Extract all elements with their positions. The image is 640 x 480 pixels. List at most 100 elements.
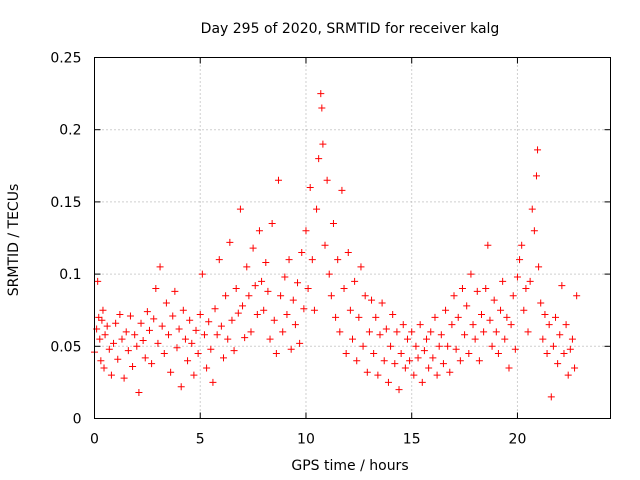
data-point [547,393,555,401]
data-point [370,350,378,358]
data-point [349,335,356,343]
data-point [296,339,304,347]
data-point [96,335,104,343]
data-point [103,322,111,330]
data-point [226,238,234,246]
data-point [541,311,549,319]
data-point [486,316,494,324]
data-point [118,335,126,343]
data-point [490,296,498,304]
chart-title: Day 295 of 2020, SRMTID for receiver kal… [201,21,500,37]
data-point [215,256,223,264]
data-point [532,172,540,180]
data-point [484,241,492,249]
data-point [363,368,371,376]
data-point [274,176,282,184]
data-point [564,371,572,379]
axis-ticks: 0 0.05 0.1 0.15 0.2 0.25 0 5 10 15 20 [50,51,611,448]
data-point [429,354,437,362]
data-point [450,292,458,300]
data-point [365,328,373,336]
data-point [317,90,325,98]
x-tick-label: 10 [297,432,315,448]
data-point [442,306,450,314]
data-point [562,321,570,329]
data-point [188,339,196,347]
data-point [94,277,102,285]
data-point [262,259,270,267]
data-point [179,306,187,314]
data-point [239,302,247,310]
data-point [507,321,515,329]
data-point [169,312,177,320]
data-point [133,342,141,350]
data-point [213,331,221,339]
data-point [334,256,342,264]
data-point [454,313,462,321]
data-point [196,311,204,319]
data-point [281,273,289,281]
data-point [173,344,181,352]
data-point [520,306,528,314]
data-point [167,368,175,376]
data-point [236,205,244,213]
data-point [245,292,253,300]
data-point [258,277,266,285]
data-point [439,360,447,368]
data-point [270,316,278,324]
data-point [340,285,348,293]
data-point [283,311,291,319]
data-point [124,347,132,355]
y-tick-label: 0.2 [59,123,81,139]
data-point [217,322,225,330]
data-point [573,292,581,300]
data-point [253,311,261,319]
data-point [100,364,108,372]
data-point [471,335,479,343]
data-point [234,309,242,317]
data-point [528,205,536,213]
data-point [353,357,361,365]
data-point [268,220,276,228]
data-point [131,331,139,339]
data-point [456,357,464,365]
data-point [535,263,543,271]
data-point [310,306,318,314]
data-point [285,256,293,264]
data-point [473,287,481,295]
data-point [198,270,206,278]
data-point [323,176,331,184]
y-tick-label: 0 [73,412,82,428]
data-point [107,371,115,379]
data-point [566,345,574,353]
data-point [154,339,162,347]
data-point [158,322,166,330]
data-point [319,140,327,148]
data-point [499,277,507,285]
data-point [344,248,352,256]
data-point [126,312,134,320]
data-point [480,328,488,336]
data-point [313,205,321,213]
data-point [243,263,251,271]
data-point [137,319,145,327]
data-point [374,371,382,379]
data-point [171,287,179,295]
data-point [384,378,392,386]
data-point [463,302,471,310]
x-axis-label: GPS time / hours [291,458,408,474]
data-point [351,277,359,285]
y-tick-label: 0.25 [50,51,81,67]
data-point [203,364,211,372]
x-tick-label: 20 [509,432,527,448]
data-point [114,355,122,363]
data-point [545,321,553,329]
data-point [376,331,384,339]
data-points [91,90,581,401]
data-point [359,342,367,350]
data-point [492,328,500,336]
data-point [291,321,299,329]
data-point [425,364,433,372]
data-point [209,378,217,386]
